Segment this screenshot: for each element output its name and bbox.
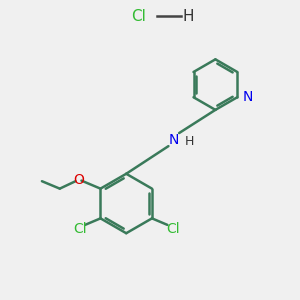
Text: H: H xyxy=(184,135,194,148)
Text: O: O xyxy=(74,173,85,187)
Text: Cl: Cl xyxy=(166,222,180,236)
Text: Cl: Cl xyxy=(131,9,146,24)
Text: N: N xyxy=(169,133,179,147)
Text: Cl: Cl xyxy=(73,222,86,236)
Text: H: H xyxy=(183,9,194,24)
Text: N: N xyxy=(243,90,253,104)
